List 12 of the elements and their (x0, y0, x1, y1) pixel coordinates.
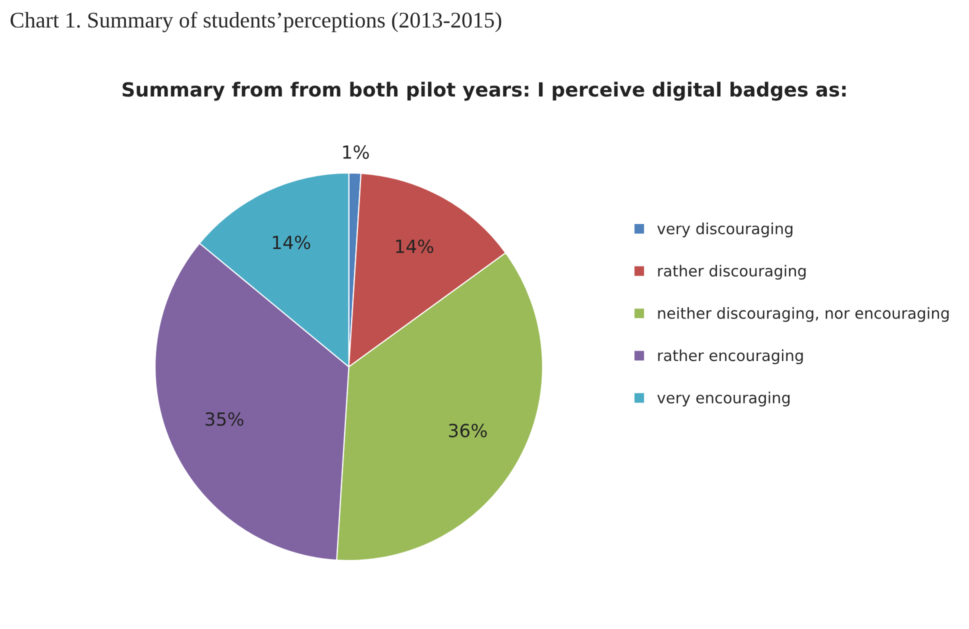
legend-label: very encouraging (657, 392, 790, 406)
legend-label: very discouraging (657, 222, 792, 238)
chart-title: Summary from from both pilot years: I perceive digital badges as: (122, 82, 846, 101)
caption: Chart 1. Summary of students’perceptions (2013-2015) (10, 12, 502, 32)
data-label: 14% (272, 236, 310, 250)
legend-label: neither discouraging, nor encouraging (658, 307, 949, 322)
data-label: 1% (343, 145, 369, 159)
data-label: 14% (396, 239, 434, 254)
legend-label: rather encouraging (658, 349, 803, 364)
data-label: 36% (449, 424, 487, 438)
data-label: 35% (206, 412, 244, 426)
legend-label: rather discouraging (658, 264, 806, 280)
